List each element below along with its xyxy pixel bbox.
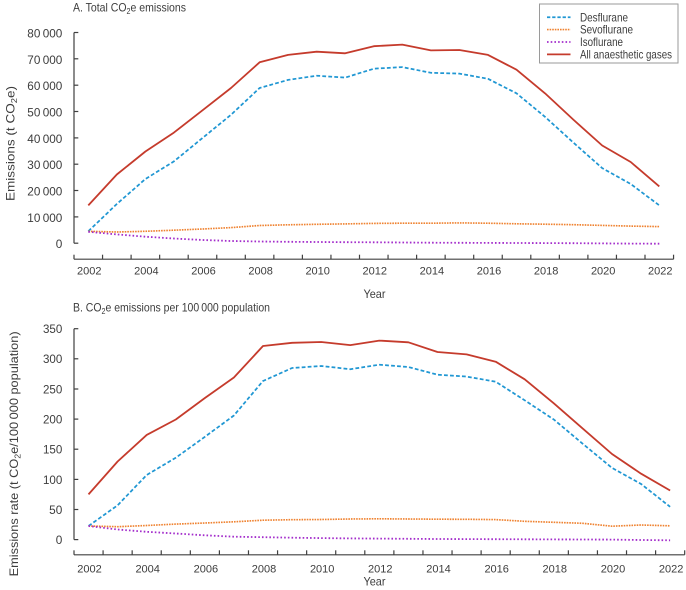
svg-text:2020: 2020 bbox=[591, 266, 616, 278]
svg-text:2008: 2008 bbox=[248, 266, 273, 278]
svg-text:2012: 2012 bbox=[368, 564, 393, 576]
svg-text:2016: 2016 bbox=[477, 266, 502, 278]
svg-text:2006: 2006 bbox=[194, 564, 219, 576]
svg-text:20 000: 20 000 bbox=[27, 185, 62, 199]
svg-text:60 000: 60 000 bbox=[27, 79, 62, 93]
svg-text:2002: 2002 bbox=[77, 564, 102, 576]
svg-text:2014: 2014 bbox=[426, 564, 451, 576]
svg-text:0: 0 bbox=[56, 533, 63, 547]
svg-text:Isoflurane: Isoflurane bbox=[580, 36, 623, 49]
svg-text:2004: 2004 bbox=[134, 266, 159, 278]
svg-text:2022: 2022 bbox=[648, 266, 673, 278]
svg-text:B. CO2e emissions per 100 000: B. CO2e emissions per 100 000 population bbox=[73, 301, 270, 317]
svg-text:A. Total CO2e emissions: A. Total CO2e emissions bbox=[73, 1, 186, 17]
svg-text:Sevoflurane: Sevoflurane bbox=[580, 24, 633, 37]
svg-text:Emissions rate (t CO2e/100 000: Emissions rate (t CO2e/100 000 populatio… bbox=[8, 331, 23, 576]
svg-text:100: 100 bbox=[43, 473, 63, 487]
svg-text:2008: 2008 bbox=[252, 564, 277, 576]
svg-text:0: 0 bbox=[56, 237, 63, 251]
svg-text:2010: 2010 bbox=[310, 564, 335, 576]
svg-text:80 000: 80 000 bbox=[27, 27, 62, 41]
svg-text:40 000: 40 000 bbox=[27, 132, 62, 146]
svg-text:2018: 2018 bbox=[543, 564, 568, 576]
svg-text:2014: 2014 bbox=[420, 266, 445, 278]
svg-text:2002: 2002 bbox=[77, 266, 102, 278]
svg-text:50 000: 50 000 bbox=[27, 106, 62, 120]
svg-text:2010: 2010 bbox=[305, 266, 330, 278]
svg-text:Year: Year bbox=[364, 288, 386, 301]
svg-text:2020: 2020 bbox=[601, 564, 626, 576]
svg-text:10 000: 10 000 bbox=[27, 211, 62, 225]
svg-text:2022: 2022 bbox=[659, 564, 684, 576]
svg-text:150: 150 bbox=[43, 443, 63, 457]
svg-text:Year: Year bbox=[364, 576, 386, 589]
svg-text:2004: 2004 bbox=[135, 564, 160, 576]
svg-text:2006: 2006 bbox=[191, 266, 216, 278]
svg-text:2016: 2016 bbox=[484, 564, 509, 576]
svg-text:200: 200 bbox=[43, 413, 63, 427]
svg-text:50: 50 bbox=[49, 503, 63, 517]
svg-text:Desflurane: Desflurane bbox=[580, 11, 628, 24]
svg-text:30 000: 30 000 bbox=[27, 158, 62, 172]
svg-text:250: 250 bbox=[43, 382, 63, 396]
svg-text:300: 300 bbox=[43, 352, 63, 366]
svg-text:Emissions (t CO2e): Emissions (t CO2e) bbox=[5, 86, 20, 201]
svg-text:70 000: 70 000 bbox=[27, 53, 62, 67]
svg-text:350: 350 bbox=[43, 322, 63, 336]
svg-text:2018: 2018 bbox=[534, 266, 559, 278]
svg-text:2012: 2012 bbox=[363, 266, 388, 278]
svg-text:All anaesthetic gases: All anaesthetic gases bbox=[580, 49, 672, 62]
